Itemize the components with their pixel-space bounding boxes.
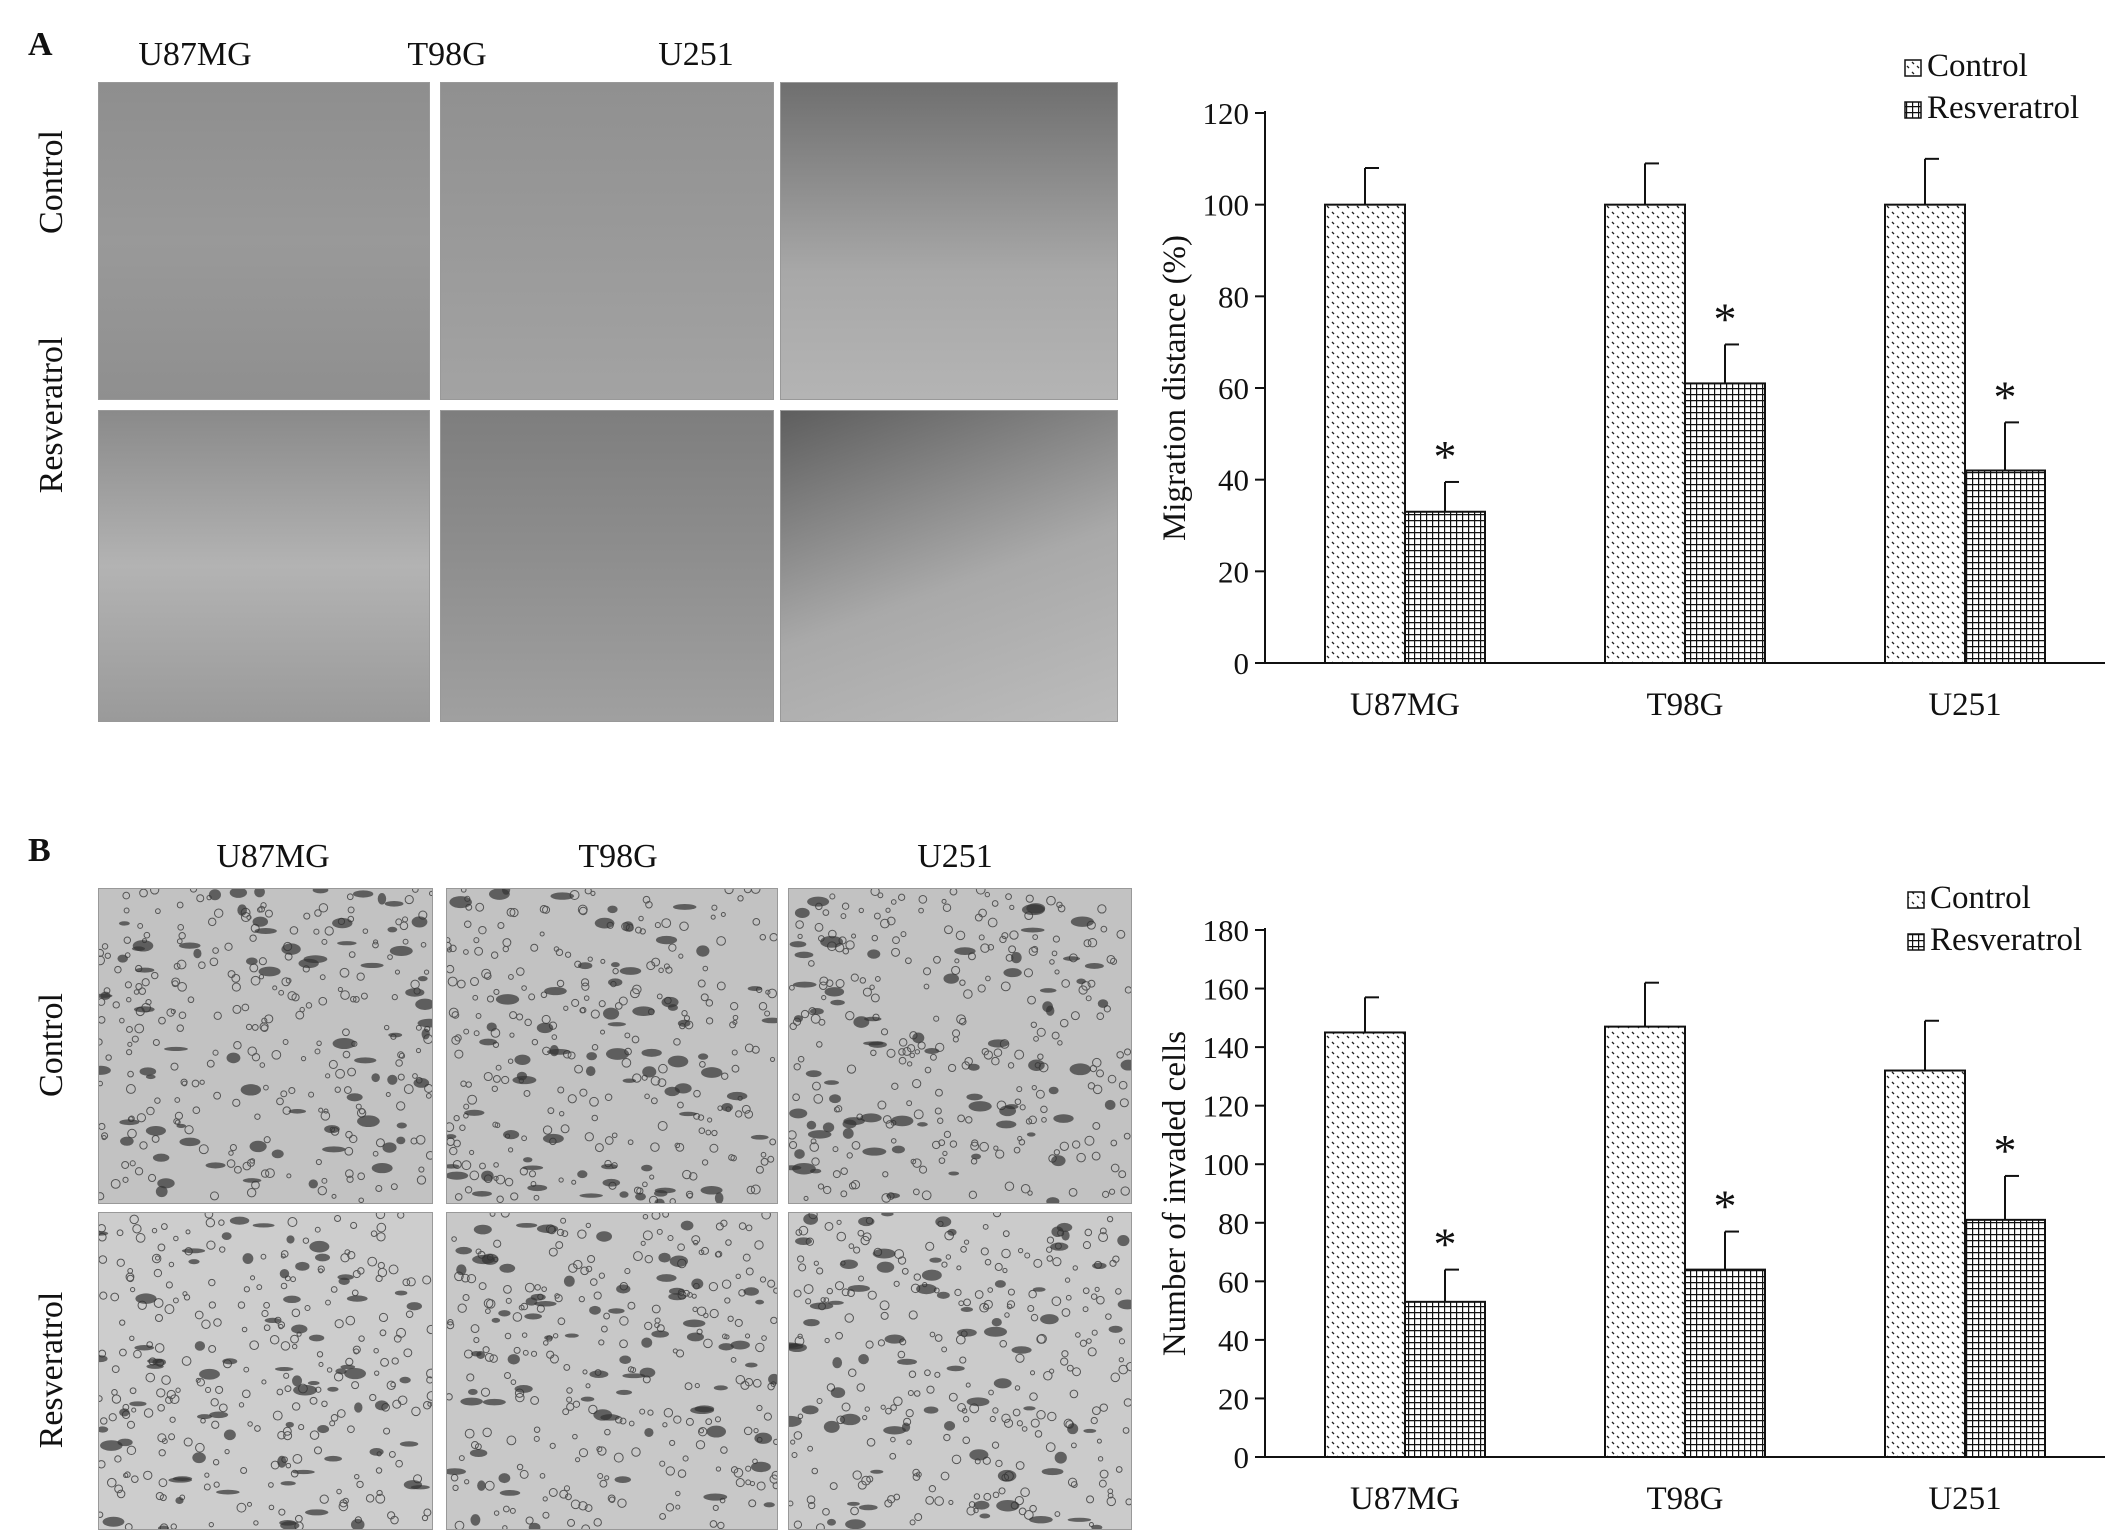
panel-a-image-u251-resveratrol [780,410,1118,722]
panel-a-image-u87mg-control [98,82,430,400]
significance-marker-t98g: * [1714,293,1737,344]
bar-resveratrol-u87mg [1404,510,1486,664]
y-tick-label-120: 120 [1203,96,1250,131]
panel-a-row-label-resveratrol: Resveratrol [33,336,70,494]
y-tick-label-0: 0 [1234,646,1250,681]
x-tick-label-u251: U251 [1928,1481,2001,1517]
panel-a-col-label-u87mg: U87MG [138,36,252,73]
significance-marker-u87mg: * [1434,431,1457,482]
y-tick-label-100: 100 [1203,1147,1250,1182]
y-tick-label-80: 80 [1218,1206,1249,1241]
legend-swatch-control [1904,59,1922,77]
bar-control-u251 [1884,1069,1966,1459]
y-tick-label-60: 60 [1218,1264,1249,1299]
panel-a-image-t98g-control [440,82,774,400]
panel-b-image-u87mg-control [98,888,433,1204]
panel-b-col-label-u251: U251 [917,838,993,875]
bar-resveratrol-t98g [1684,382,1766,664]
panel-a-row-label-control: Control [33,130,70,234]
invasion-chart: 0 20 40 60 80 100 120 140 160 180 Number of invade… [1150,880,2110,1530]
significance-marker-t98g: * [1714,1181,1737,1232]
significance-marker-u251: * [1994,371,2017,422]
y-tick-label-20: 20 [1218,1381,1249,1416]
legend-swatch-resveratrol [1904,101,1922,119]
bar-resveratrol-t98g [1684,1268,1766,1458]
legend-label-resveratrol: Resveratrol [1930,922,2082,958]
bar-resveratrol-u251 [1964,1218,2046,1458]
bar-resveratrol-u251 [1964,469,2046,664]
panel-b-image-t98g-control [446,888,778,1204]
panel-a-letter: A [28,26,53,63]
y-tick-label-160: 160 [1203,972,1250,1007]
panel-a-image-u87mg-resveratrol [98,410,430,722]
y-tick-label-40: 40 [1218,1323,1249,1358]
bar-control-u87mg [1324,203,1406,665]
y-tick-label-80: 80 [1218,279,1249,314]
significance-marker-u87mg: * [1434,1219,1457,1270]
panel-b-col-label-u87mg: U87MG [216,838,330,875]
x-tick-label-u87mg: U87MG [1350,687,1460,723]
panel-b-image-u251-control [788,888,1132,1204]
y-tick-label-140: 140 [1203,1030,1250,1065]
y-tick-label-0: 0 [1234,1440,1250,1475]
migration-chart: 0 20 40 60 80 100 120 Migration distance (%) U87… [1150,40,2110,760]
y-tick-label-180: 180 [1203,913,1250,948]
panel-a-image-u251-control [780,82,1118,400]
panel-b-col-label-t98g: T98G [578,838,658,875]
significance-marker-u251: * [1994,1125,2017,1176]
y-tick-label-40: 40 [1218,463,1249,498]
legend-label-control: Control [1927,48,2028,84]
panel-b-image-u87mg-resveratrol [98,1212,433,1530]
bar-control-t98g [1604,203,1686,665]
panel-a-col-label-u251: U251 [658,36,734,73]
y-axis-label: Migration distance (%) [1157,235,1193,541]
legend-swatch-control [1907,891,1925,909]
y-axis-label: Number of invaded cells [1157,1031,1193,1356]
bar-control-t98g [1604,1025,1686,1458]
panel-b-letter: B [28,832,51,869]
y-tick-label-60: 60 [1218,371,1249,406]
bar-control-u87mg [1324,1031,1406,1458]
panel-b-image-u251-resveratrol [788,1212,1132,1530]
legend-label-resveratrol: Resveratrol [1927,90,2079,126]
x-tick-label-t98g: T98G [1647,687,1724,723]
y-tick-label-20: 20 [1218,554,1249,589]
x-tick-label-u87mg: U87MG [1350,1481,1460,1517]
legend-swatch-resveratrol [1907,933,1925,951]
panel-b-image-t98g-resveratrol [446,1212,778,1530]
legend-label-control: Control [1930,880,2031,916]
x-tick-label-t98g: T98G [1647,1481,1724,1517]
bar-resveratrol-u87mg [1404,1300,1486,1459]
y-tick-label-100: 100 [1203,188,1250,223]
panel-a-image-t98g-resveratrol [440,410,774,722]
panel-b-row-label-resveratrol: Resveratrol [33,1291,70,1449]
x-tick-label-u251: U251 [1928,687,2001,723]
bar-control-u251 [1884,203,1966,665]
panel-b-row-label-control: Control [33,993,70,1097]
y-tick-label-120: 120 [1203,1089,1250,1124]
panel-a-col-label-t98g: T98G [407,36,487,73]
